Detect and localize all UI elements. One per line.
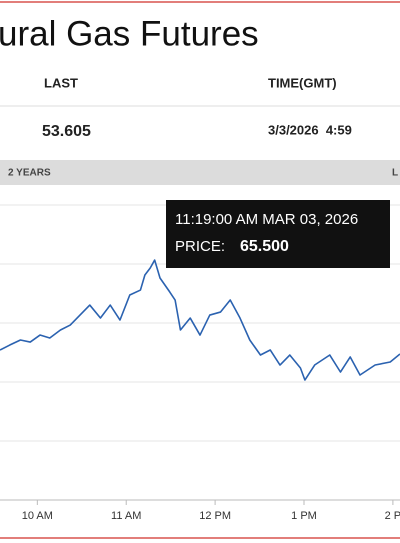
x-tick-label: 12 PM	[199, 510, 231, 522]
last-time: 3/3/2026 4:59	[268, 122, 352, 137]
tooltip: 11:19:00 AM MAR 03, 2026 PRICE: 65.500	[166, 200, 390, 268]
price-line	[0, 259, 400, 381]
range-right[interactable]: L	[392, 168, 398, 179]
x-tick-label: 1 PM	[291, 510, 317, 522]
tooltip-value: 65.500	[240, 238, 289, 255]
tooltip-label: PRICE:	[175, 238, 225, 255]
range-bar	[0, 160, 400, 185]
header-last: LAST	[44, 75, 78, 90]
x-tick-label: 10 AM	[22, 510, 53, 522]
last-price: 53.605	[42, 123, 91, 140]
chart-title: ural Gas Futures	[0, 14, 259, 53]
tooltip-box	[166, 200, 390, 268]
range-left[interactable]: 2 YEARS	[8, 168, 51, 179]
x-tick-label: 11 AM	[111, 510, 141, 522]
header-time: TIME(GMT)	[268, 75, 337, 90]
x-tick-label: 2 P	[385, 510, 400, 522]
tooltip-time: 11:19:00 AM MAR 03, 2026	[175, 211, 358, 228]
